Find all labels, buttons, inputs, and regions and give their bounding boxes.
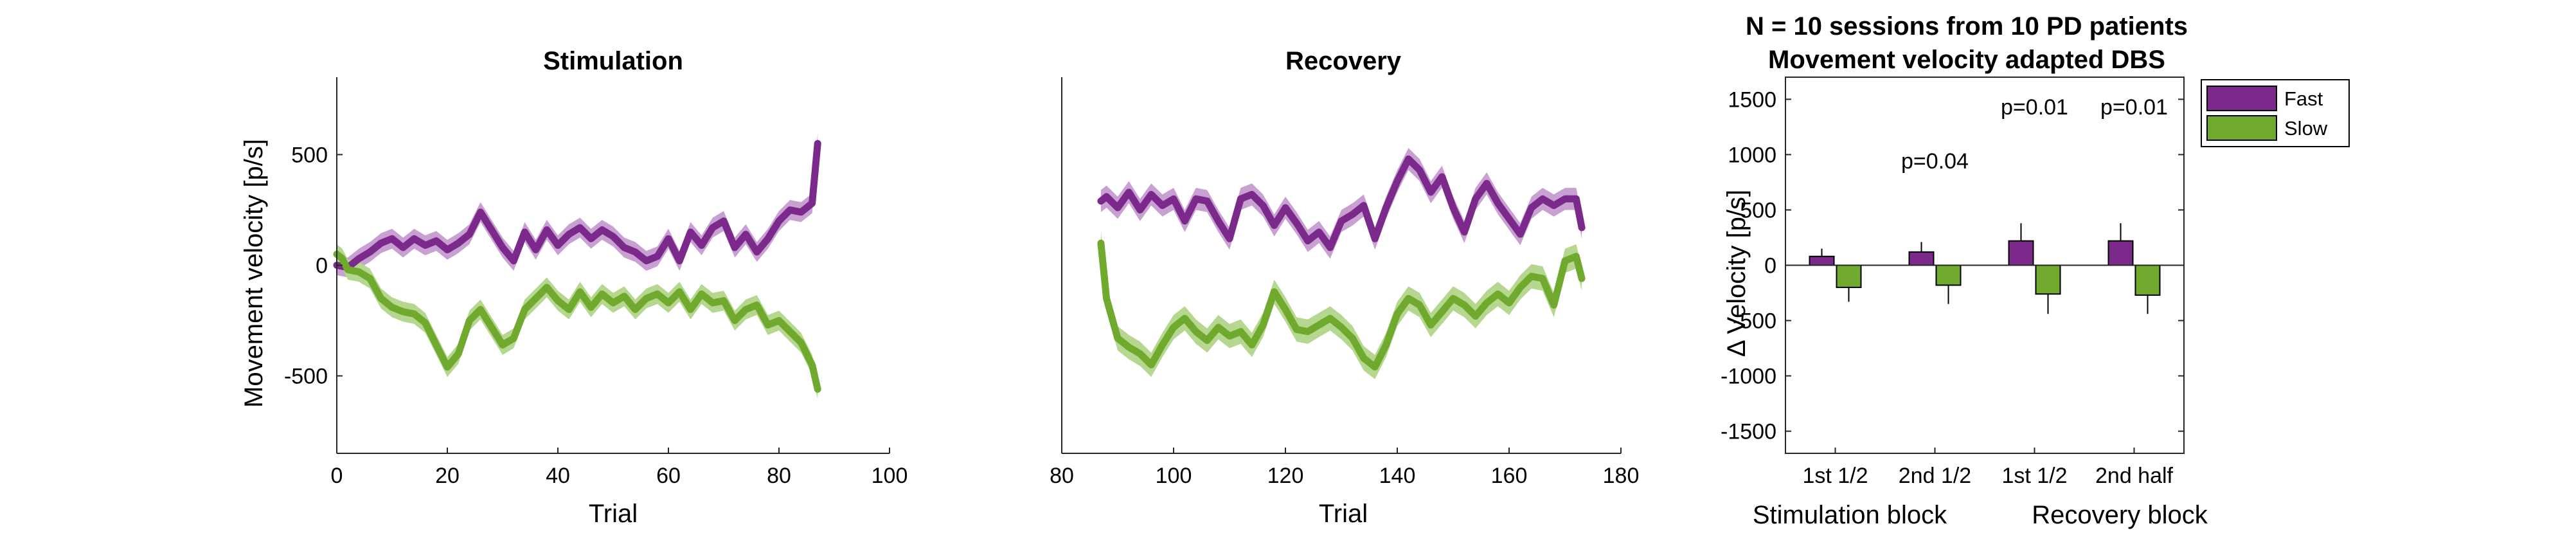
bar-category-label: 2nd half — [2095, 464, 2174, 488]
legend-swatch-fast — [2206, 86, 2277, 111]
bar-title: N = 10 sessions from 10 PD patients — [1746, 12, 2188, 41]
bar-y-tick-label: 500 — [1740, 198, 1776, 222]
stimulation-lines — [333, 140, 821, 393]
recovery-x-tick-label: 180 — [1603, 464, 1640, 488]
bar-fast-1 — [1809, 255, 1835, 266]
bar-category-label: 1st 1/2 — [1802, 464, 1868, 488]
legend-swatch-slow — [2206, 115, 2277, 141]
bar-fast-4 — [2107, 240, 2134, 266]
bar-y-tick-label: 1000 — [1728, 143, 1776, 167]
p-value-annotation: p=0.04 — [1901, 149, 1969, 174]
stimulation-x-tick-label: 40 — [546, 464, 570, 488]
stimulation-axes: 0 20 40 60 80 100 -500 0 500 — [284, 77, 908, 488]
bar-y-tick-label: -500 — [1733, 309, 1776, 334]
bar-y-tick-label: 0 — [1764, 254, 1776, 278]
bar-fast-2 — [1908, 251, 1935, 266]
bar-y-tick-label: -1500 — [1721, 420, 1776, 444]
bar-slow-1 — [1836, 264, 1862, 288]
bar-slow-4 — [2134, 264, 2161, 296]
stimulation-panel: Stimulation Trial Movement velocity [p/s… — [240, 47, 908, 528]
recovery-x-tick-label: 120 — [1267, 464, 1304, 488]
recovery-fast-series-line — [1097, 155, 1586, 251]
bar-category-label: 2nd 1/2 — [1899, 464, 1971, 488]
recovery-x-tick-label: 100 — [1156, 464, 1192, 488]
stimulation-slow-series-line — [333, 250, 821, 393]
recovery-panel: Recovery Trial 80 100 120 140 160 180 — [1050, 47, 1639, 528]
stimulation-y-tick-label: -500 — [284, 365, 328, 389]
stimulation-x-tick-label: 60 — [656, 464, 681, 488]
group-label-recovery-block: Recovery block — [2032, 501, 2208, 529]
recovery-lines — [1097, 155, 1586, 371]
stimulation-x-tick-label: 20 — [435, 464, 460, 488]
bar-slow-2 — [1935, 264, 1962, 286]
legend-label-fast: Fast — [2284, 87, 2323, 110]
stimulation-xlabel: Trial — [589, 500, 638, 528]
bar-y-tick-label: 1500 — [1728, 87, 1776, 112]
recovery-title: Recovery — [1285, 47, 1402, 75]
recovery-x-tick-label: 160 — [1491, 464, 1528, 488]
stimulation-y-tick-label: 500 — [291, 143, 328, 167]
legend-label-slow: Slow — [2284, 117, 2328, 140]
stimulation-title: Stimulation — [543, 47, 683, 75]
recovery-x-tick-label: 80 — [1050, 464, 1074, 488]
p-value-annotation: p=0.01 — [2001, 95, 2068, 120]
recovery-slow-series-line — [1097, 239, 1586, 371]
recovery-xlabel: Trial — [1319, 500, 1368, 528]
legend: Fast Slow — [2201, 79, 2350, 147]
bar-slow-3 — [2035, 264, 2061, 295]
bar-ylabel: Δ Velocity [p/s] — [1722, 190, 1751, 357]
stimulation-x-tick-label: 0 — [331, 464, 343, 488]
stimulation-fast-series-line — [333, 140, 821, 271]
stimulation-x-tick-label: 100 — [872, 464, 908, 488]
bar-subtitle: Movement velocity adapted DBS — [1768, 46, 2165, 74]
stimulation-x-tick-label: 80 — [767, 464, 791, 488]
recovery-axes: 80 100 120 140 160 180 — [1050, 77, 1639, 488]
stimulation-y-tick-label: 0 — [316, 254, 328, 278]
bar-axes: 1st 1/2 2nd 1/2 p=0.04 1st 1/2 p=0.01 2nd hal… — [1721, 77, 2185, 488]
bar-fast-3 — [2008, 240, 2034, 266]
bar-y-tick-label: -1000 — [1721, 365, 1776, 389]
bar-marks — [1809, 223, 2161, 314]
stimulation-ylabel: Movement velocity [p/s] — [240, 139, 268, 408]
p-value-annotation: p=0.01 — [2100, 95, 2168, 120]
group-label-stimulation-block: Stimulation block — [1753, 501, 1947, 529]
recovery-x-tick-label: 140 — [1379, 464, 1416, 488]
bar-category-label: 1st 1/2 — [2001, 464, 2067, 488]
velocity-bar-panel: N = 10 sessions from 10 PD patients Move… — [1721, 12, 2350, 529]
